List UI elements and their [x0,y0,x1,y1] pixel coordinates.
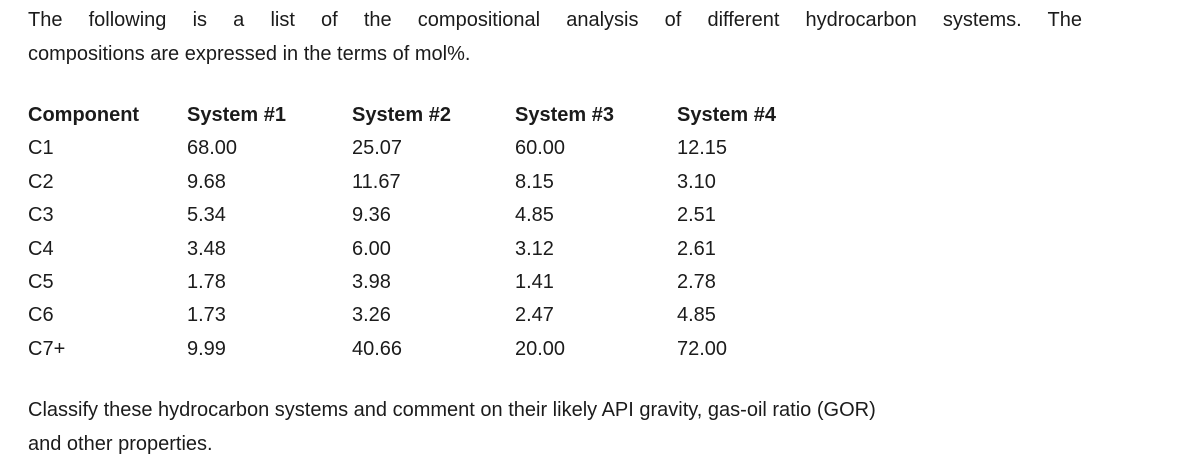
value-system-3: 20.00 [515,337,566,360]
value-system-1: 9.68 [187,170,226,193]
column-header-system-3: System #3 [515,104,614,126]
value-system-4: 72.00 [677,337,728,360]
question-line-2: and other properties. [28,433,213,456]
intro-paragraph: The following is a list of the compositi… [28,3,1082,71]
document: The following is a list of the compositi… [28,3,1082,461]
value-system-1: 1.73 [187,304,226,327]
component-label: C6 [28,304,54,327]
value-system-4: 12.15 [677,137,728,160]
component-label: C7+ [28,337,66,360]
value-system-4: 4.85 [677,304,716,327]
column-header-component: Component [28,104,140,126]
value-system-1: 3.48 [187,237,226,260]
table-row: C6 1.73 3.26 2.47 4.85 [28,299,1082,332]
value-system-2: 3.98 [352,271,391,294]
value-system-3: 3.12 [515,237,554,260]
value-system-2: 9.36 [352,204,391,227]
value-system-2: 11.67 [352,170,401,193]
component-label: C4 [28,237,54,260]
value-system-3: 60.00 [515,137,566,160]
intro-line-1: The following is a list of the compositi… [28,9,1082,31]
value-system-4: 3.10 [677,170,716,193]
value-system-2: 3.26 [352,304,391,327]
value-system-3: 1.41 [515,271,554,294]
value-system-4: 2.51 [677,204,716,227]
value-system-1: 1.78 [187,271,226,294]
table-header-row: Component System #1 System #2 System #3 … [28,99,1082,132]
column-header-system-1: System #1 [187,104,286,126]
table-row: C3 5.34 9.36 4.85 2.51 [28,199,1082,232]
value-system-3: 4.85 [515,204,554,227]
column-header-system-2: System #2 [352,104,451,126]
component-label: C3 [28,204,54,227]
intro-line-2: compositions are expressed in the terms … [28,43,471,65]
value-system-1: 9.99 [187,337,226,360]
table-row: C4 3.48 6.00 3.12 2.61 [28,233,1082,266]
component-label: C5 [28,271,54,294]
value-system-3: 8.15 [515,170,554,193]
question-paragraph: Classify these hydrocarbon systems and c… [28,393,1082,461]
value-system-4: 2.78 [677,271,716,294]
table-row: C7+ 9.99 40.66 20.00 72.00 [28,333,1082,366]
component-label: C1 [28,137,54,160]
column-header-system-4: System #4 [677,104,776,126]
value-system-2: 25.07 [352,137,403,160]
question-line-1: Classify these hydrocarbon systems and c… [28,399,876,422]
value-system-2: 40.66 [352,337,403,360]
value-system-2: 6.00 [352,237,391,260]
table-row: C2 9.68 11.67 8.15 3.10 [28,166,1082,199]
composition-table: Component System #1 System #2 System #3 … [28,99,1082,366]
table-row: C1 68.00 25.07 60.00 12.15 [28,132,1082,165]
value-system-1: 5.34 [187,204,226,227]
value-system-4: 2.61 [677,237,716,260]
table-row: C5 1.78 3.98 1.41 2.78 [28,266,1082,299]
component-label: C2 [28,170,54,193]
value-system-3: 2.47 [515,304,554,327]
value-system-1: 68.00 [187,137,238,160]
